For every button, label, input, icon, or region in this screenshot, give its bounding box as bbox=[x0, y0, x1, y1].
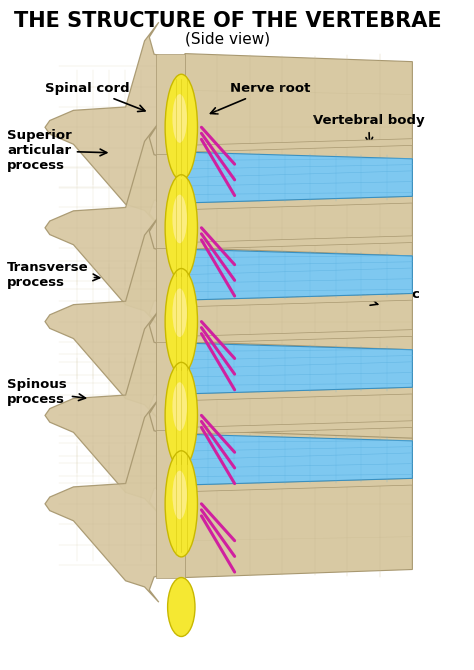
Polygon shape bbox=[182, 330, 412, 343]
Polygon shape bbox=[182, 434, 412, 485]
Text: Spinal cord: Spinal cord bbox=[46, 82, 145, 111]
Ellipse shape bbox=[173, 382, 187, 431]
Text: Nerve root: Nerve root bbox=[210, 82, 310, 114]
Ellipse shape bbox=[168, 578, 195, 636]
Polygon shape bbox=[156, 342, 185, 489]
Ellipse shape bbox=[165, 175, 198, 281]
Polygon shape bbox=[182, 478, 412, 492]
Text: Transverse
process: Transverse process bbox=[7, 261, 100, 289]
Polygon shape bbox=[182, 139, 412, 152]
Polygon shape bbox=[156, 246, 173, 304]
Polygon shape bbox=[156, 154, 185, 302]
Polygon shape bbox=[182, 293, 412, 307]
Polygon shape bbox=[182, 152, 412, 203]
Polygon shape bbox=[185, 248, 412, 395]
Polygon shape bbox=[156, 431, 173, 488]
Ellipse shape bbox=[173, 288, 187, 337]
Polygon shape bbox=[156, 54, 185, 201]
Polygon shape bbox=[156, 248, 185, 395]
Ellipse shape bbox=[173, 94, 187, 143]
Text: Spinous
process: Spinous process bbox=[7, 378, 85, 406]
Polygon shape bbox=[185, 54, 412, 201]
Ellipse shape bbox=[165, 451, 198, 557]
Polygon shape bbox=[45, 399, 173, 602]
Polygon shape bbox=[156, 340, 173, 397]
Polygon shape bbox=[182, 343, 412, 394]
Polygon shape bbox=[45, 22, 173, 226]
Polygon shape bbox=[185, 342, 412, 489]
Polygon shape bbox=[45, 216, 173, 420]
Text: Vertebral body: Vertebral body bbox=[313, 114, 424, 144]
Polygon shape bbox=[185, 154, 412, 302]
Text: THE STRUCTURE OF THE VERTEBRAE: THE STRUCTURE OF THE VERTEBRAE bbox=[14, 11, 441, 31]
Ellipse shape bbox=[165, 269, 198, 375]
Polygon shape bbox=[156, 430, 185, 578]
Polygon shape bbox=[45, 123, 173, 326]
Ellipse shape bbox=[165, 362, 198, 468]
Polygon shape bbox=[156, 149, 173, 206]
Polygon shape bbox=[45, 310, 173, 514]
Polygon shape bbox=[182, 421, 412, 434]
Polygon shape bbox=[182, 387, 412, 401]
Polygon shape bbox=[185, 430, 412, 578]
Polygon shape bbox=[182, 249, 412, 300]
Ellipse shape bbox=[173, 470, 187, 519]
Ellipse shape bbox=[173, 194, 187, 243]
Text: Intervertebral disc: Intervertebral disc bbox=[280, 288, 419, 306]
Text: Superior
articular
process: Superior articular process bbox=[7, 129, 107, 172]
Ellipse shape bbox=[165, 74, 198, 180]
Polygon shape bbox=[182, 236, 412, 249]
Polygon shape bbox=[182, 196, 412, 210]
Text: (Side view): (Side view) bbox=[185, 31, 270, 46]
